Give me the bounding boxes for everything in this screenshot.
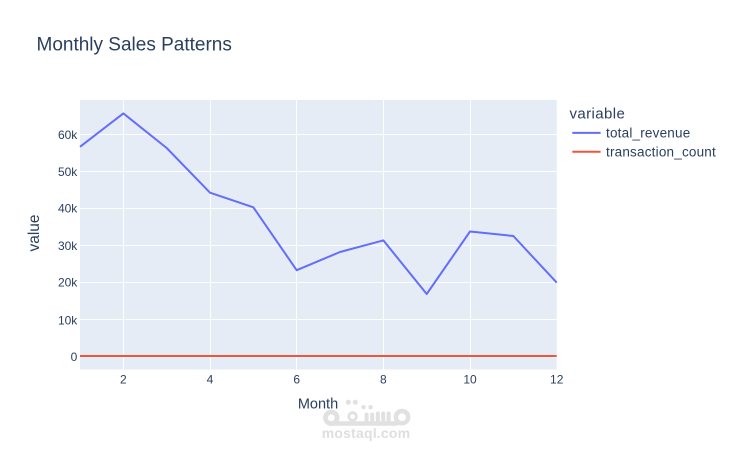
svg-text:10: 10 bbox=[463, 373, 477, 387]
svg-text:value: value bbox=[26, 214, 43, 251]
svg-text:Month: Month bbox=[298, 397, 338, 413]
svg-text:transaction_count: transaction_count bbox=[606, 144, 716, 159]
svg-text:40k: 40k bbox=[58, 202, 78, 216]
svg-text:6: 6 bbox=[293, 373, 300, 387]
svg-text:12: 12 bbox=[550, 373, 564, 387]
svg-text:50k: 50k bbox=[58, 165, 78, 179]
svg-text:total_revenue: total_revenue bbox=[606, 125, 690, 140]
svg-text:mostaql.com: mostaql.com bbox=[322, 425, 411, 441]
svg-text:4: 4 bbox=[207, 373, 214, 387]
svg-text:0: 0 bbox=[71, 350, 78, 364]
svg-text:2: 2 bbox=[120, 373, 127, 387]
svg-text:variable: variable bbox=[570, 106, 626, 123]
svg-text:30k: 30k bbox=[58, 239, 78, 253]
svg-text:20k: 20k bbox=[58, 276, 78, 290]
svg-text:60k: 60k bbox=[58, 128, 78, 142]
svg-text:Monthly Sales Patterns: Monthly Sales Patterns bbox=[37, 34, 232, 55]
svg-text:8: 8 bbox=[380, 373, 387, 387]
svg-text:10k: 10k bbox=[58, 313, 78, 327]
